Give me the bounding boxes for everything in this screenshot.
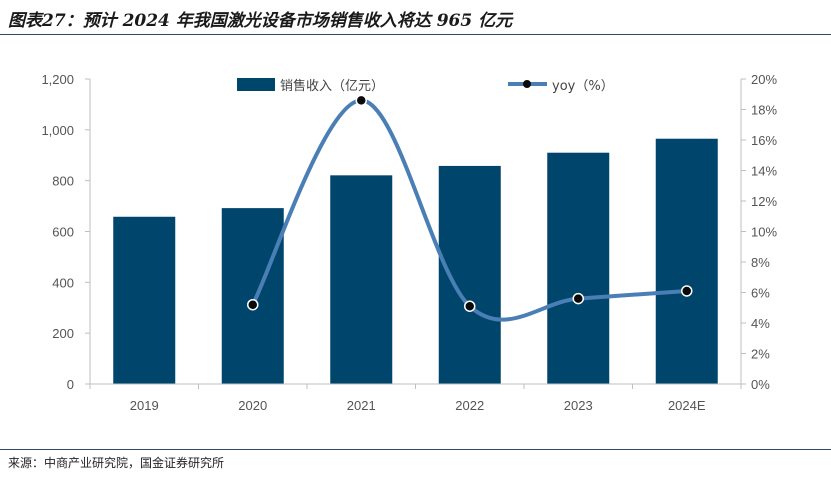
line-series bbox=[247, 94, 693, 322]
y-left-tick-label: 400 bbox=[52, 275, 74, 290]
y-right-tick-label: 14% bbox=[751, 164, 777, 179]
bar bbox=[330, 175, 393, 384]
y-right-tick-label: 10% bbox=[751, 225, 777, 240]
legend-line-marker bbox=[523, 80, 531, 88]
y-right-tick-label: 8% bbox=[751, 255, 770, 270]
x-tick-label: 2019 bbox=[130, 398, 159, 413]
y-right-tick-label: 4% bbox=[751, 316, 770, 331]
y-right-tick-label: 2% bbox=[751, 347, 770, 362]
source-note: 来源：中商产业研究院，国金证券研究所 bbox=[8, 456, 225, 470]
x-tick-label: 2021 bbox=[347, 398, 376, 413]
bar bbox=[655, 138, 718, 384]
y-left-tick-label: 800 bbox=[52, 174, 74, 189]
yoy-point bbox=[464, 300, 476, 312]
yoy-point bbox=[247, 298, 259, 311]
y-left-tick-label: 1,000 bbox=[41, 123, 74, 138]
bar bbox=[221, 208, 284, 384]
legend-bar-swatch bbox=[237, 78, 275, 91]
y-right-tick-label: 20% bbox=[751, 72, 777, 87]
bar bbox=[547, 152, 610, 384]
title-divider bbox=[0, 34, 831, 35]
x-tick-label: 2020 bbox=[238, 398, 267, 413]
y-right-tick-label: 0% bbox=[751, 377, 770, 392]
y-right-tick-label: 6% bbox=[751, 286, 770, 301]
yoy-point bbox=[681, 285, 693, 297]
legend-line-label: yoy（%） bbox=[552, 79, 614, 94]
legend-bar-label: 销售收入（亿元） bbox=[280, 78, 384, 94]
bar bbox=[113, 216, 176, 384]
yoy-point bbox=[572, 292, 584, 305]
y-left-tick-label: 1,200 bbox=[41, 72, 74, 87]
y-right-tick-label: 18% bbox=[751, 103, 777, 118]
source-divider bbox=[0, 449, 831, 450]
x-tick-label: 2022 bbox=[455, 398, 484, 413]
yoy-point bbox=[355, 94, 367, 107]
x-tick-label: 2023 bbox=[564, 398, 593, 413]
y-left-tick-label: 600 bbox=[52, 225, 74, 240]
chart-title: 图表27：预计 2024 年我国激光设备市场销售收入将达 965 亿元 bbox=[8, 11, 513, 31]
y-right-tick-label: 12% bbox=[751, 194, 777, 209]
x-tick-label: 2024E bbox=[668, 398, 706, 413]
y-right-tick-label: 16% bbox=[751, 133, 777, 148]
bar-series bbox=[113, 138, 718, 384]
axis-lines bbox=[89, 79, 742, 385]
chart-axes: 0 200 400 600 800 1,000 1,200 0% 2% 4% 6% 8% 10% 12% 1… bbox=[41, 72, 777, 413]
y-left-tick-label: 200 bbox=[52, 326, 74, 341]
yoy-line bbox=[250, 98, 689, 322]
chart-legend: 销售收入（亿元） yoy（%） bbox=[237, 78, 614, 94]
y-left-tick-label: 0 bbox=[67, 377, 74, 392]
